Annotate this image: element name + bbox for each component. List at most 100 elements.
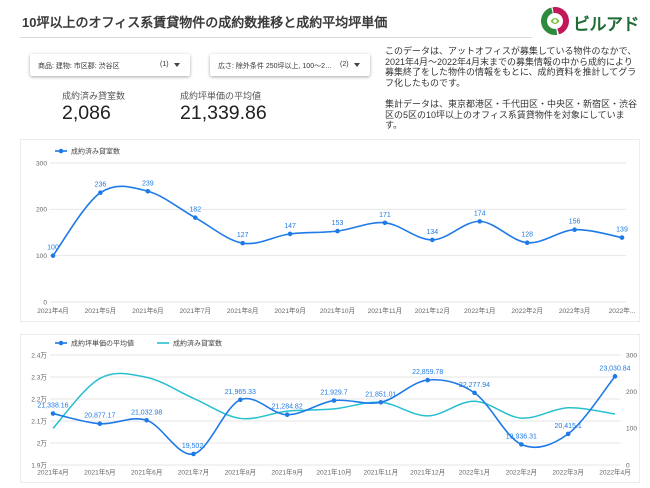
x-tick-label: 2021年7月: [179, 306, 211, 315]
x-tick-label: 2021年5月: [85, 306, 117, 315]
y-tick-label: 100: [36, 253, 47, 260]
header-divider: [20, 37, 532, 38]
filter-building-area[interactable]: 商品: 建物: 市区郡: 渋谷区 (1): [30, 54, 190, 76]
x-tick-label: 2021年8月: [225, 468, 257, 477]
description-text: このデータは、アットオフィスが募集している物件のなかで、2021年4月～2022…: [385, 46, 641, 141]
page-title: 10坪以上のオフィス系賃貸物件の成約数推移と成約平均坪単価: [22, 15, 388, 30]
legend-marker: [58, 340, 64, 346]
x-tick-label: 2021年9月: [271, 468, 303, 477]
dropdown-arrow-icon[interactable]: [174, 63, 180, 67]
x-tick-label: 2021年9月: [274, 306, 306, 315]
y-left-tick-label: 2.3万: [31, 373, 47, 381]
data-label: 22,859.78: [412, 369, 443, 376]
data-label: 21,965.33: [225, 389, 256, 396]
data-label: 21,851.01: [365, 391, 396, 398]
data-label: 23,030.84: [599, 365, 630, 372]
x-tick-label: 2022年2月: [511, 306, 543, 315]
x-tick-label: 2021年12月: [415, 306, 450, 315]
x-tick-label: 2021年4月: [37, 306, 69, 315]
x-tick-label: 2022年1月: [459, 468, 491, 477]
data-label: 239: [142, 180, 154, 187]
data-label: 139: [616, 227, 628, 234]
chart-rooms-line: 0 100 200 300 2021年4月 2021年5月 2021年6月 2021年7月 20…: [36, 147, 636, 316]
filter-label: 広さ: 除外条件 250坪以上, 100～2…: [218, 62, 332, 70]
x-tick-label: 2021年11月: [363, 468, 398, 477]
data-label: 127: [237, 232, 249, 239]
data-point: [430, 237, 435, 243]
data-point: [378, 399, 384, 405]
data-label: 21,338.16: [37, 403, 68, 410]
data-point: [524, 240, 530, 245]
data-point: [238, 397, 243, 403]
x-tick-label: 2022年...: [609, 306, 636, 315]
data-point: [572, 227, 577, 233]
data-label: 156: [569, 219, 581, 226]
data-label: 20,415.1: [555, 423, 582, 430]
x-tick-label: 2021年6月: [132, 306, 164, 315]
data-label: 19,936.31: [506, 433, 537, 440]
data-label: 153: [332, 220, 344, 227]
legend-label: 成約済み貸室数: [71, 147, 120, 156]
filter-count: (1): [160, 60, 169, 68]
x-tick-label: 2022年2月: [506, 468, 538, 477]
x-tick-label: 2021年10月: [316, 468, 351, 477]
data-point: [50, 411, 56, 416]
legend-label: 成約坪単価の平均値: [71, 339, 134, 348]
x-tick-label: 2022年3月: [559, 306, 591, 315]
data-point: [145, 188, 151, 194]
scorecard-price-label: 成約坪単価の平均値: [180, 91, 262, 101]
y-right-tick-label: 0: [626, 462, 630, 469]
data-point: [425, 377, 430, 383]
data-point: [97, 421, 103, 427]
filter-floor-size[interactable]: 広さ: 除外条件 250坪以上, 100～2… (2): [210, 54, 370, 76]
data-label: 20,877.17: [84, 413, 115, 420]
y-left-tick-label: 1.9万: [31, 461, 47, 469]
y-right-tick-label: 300: [626, 352, 637, 359]
data-point: [619, 235, 625, 240]
biruado-logo-icon: [541, 6, 569, 35]
description-paragraph: 集計データは、東京都港区・千代田区・中央区・新宿区・渋谷区の5区の10坪以上のオ…: [385, 98, 638, 131]
y-tick-label: 300: [36, 160, 47, 167]
x-tick-label: 2021年12月: [410, 468, 445, 477]
chart-rooms-card: [20, 139, 640, 322]
data-label: 134: [426, 229, 438, 236]
y-tick-label: 200: [36, 207, 47, 214]
description-paragraph: このデータは、アットオフィスが募集している物件のなかで、2021年4月～2022…: [385, 46, 637, 88]
scorecard-price-value: 21,339.86: [180, 102, 267, 124]
data-label: 174: [474, 210, 486, 217]
brand-logo: ビルアド: [540, 5, 646, 37]
x-tick-label: 2022年4月: [599, 468, 631, 477]
data-point: [382, 220, 388, 226]
y-tick-label: 0: [43, 299, 47, 306]
data-point: [565, 431, 571, 437]
y-left-tick-label: 2.1万: [31, 417, 47, 425]
x-tick-label: 2021年8月: [227, 306, 259, 315]
data-label: 19,502.: [182, 443, 205, 450]
x-tick-label: 2022年3月: [552, 468, 584, 477]
x-tick-label: 2022年1月: [464, 306, 496, 315]
x-tick-label: 2021年10月: [320, 306, 355, 315]
data-point: [287, 231, 293, 237]
y-right-tick-label: 200: [626, 389, 637, 396]
data-point: [331, 398, 337, 403]
data-point: [335, 228, 340, 234]
filter-label: 商品: 建物: 市区郡: 渋谷区: [38, 62, 120, 70]
data-point: [144, 417, 149, 423]
legend-label: 成約済み貸室数: [173, 339, 222, 348]
x-tick-label: 2021年6月: [131, 468, 163, 477]
data-label: 147: [284, 223, 296, 230]
data-point: [50, 253, 56, 258]
data-label: 182: [189, 207, 201, 214]
data-point: [240, 240, 245, 246]
y-left-tick-label: 2.2万: [31, 395, 47, 403]
data-label: 22,277.94: [459, 382, 490, 389]
dropdown-arrow-icon[interactable]: [354, 63, 360, 67]
x-tick-label: 2021年7月: [178, 468, 210, 477]
data-label: 236: [95, 182, 107, 189]
scorecard-rooms-value: 2,086: [62, 102, 111, 124]
y-left-tick-label: 2.4万: [31, 351, 47, 359]
x-tick-label: 2021年4月: [37, 468, 69, 477]
data-label: 100: [47, 245, 59, 252]
data-point: [519, 442, 524, 447]
data-point: [477, 219, 483, 224]
